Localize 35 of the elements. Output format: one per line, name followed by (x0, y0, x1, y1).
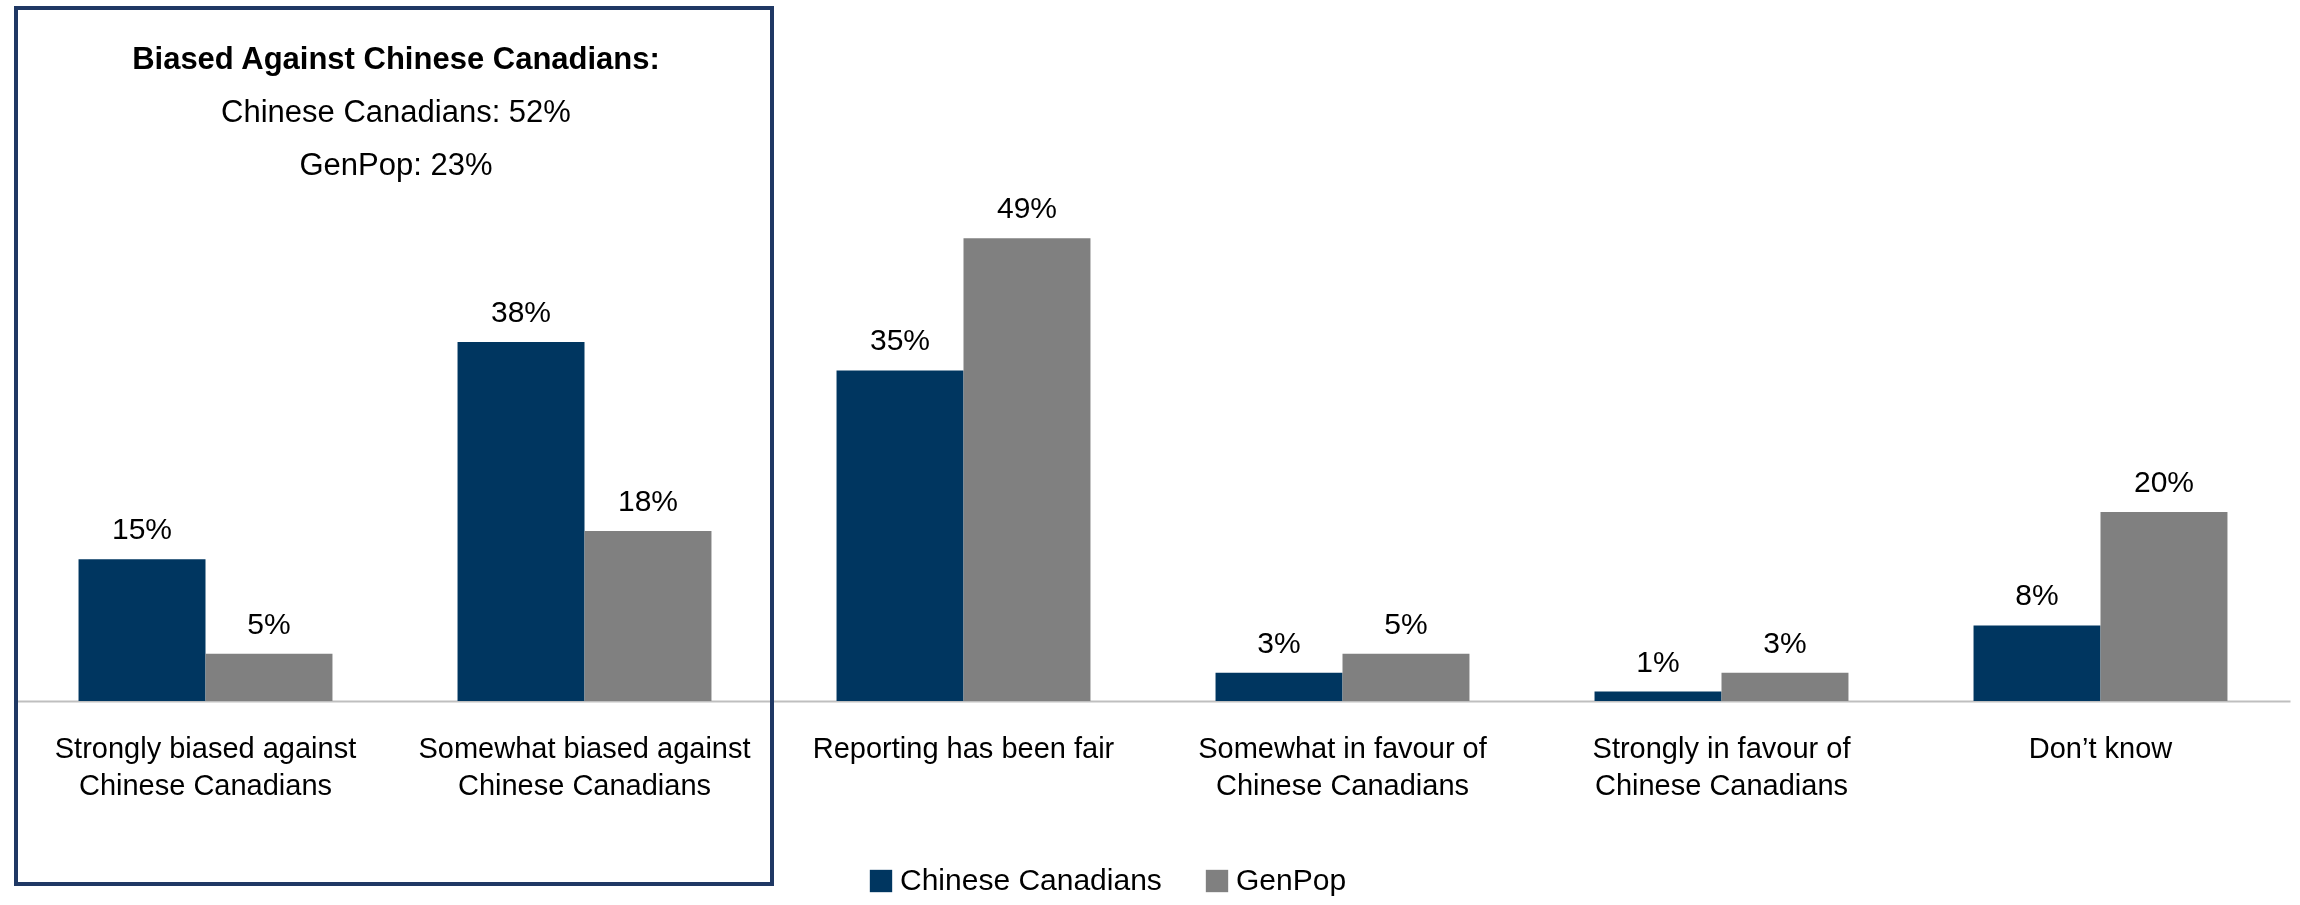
x-tick-label: Somewhat biased against Chinese Canadians (418, 732, 751, 801)
bar (1342, 653, 1470, 701)
bar (836, 370, 964, 701)
x-tick-label: Somewhat in favour of Chinese Canadians (1198, 732, 1488, 801)
x-tick-label: Strongly in favour of Chinese Canadians (1592, 732, 1852, 801)
bar (205, 653, 333, 701)
x-tick-label: Don’t know (2028, 732, 2174, 764)
x-tick-label: Strongly biased against Chinese Canadians (54, 732, 357, 801)
data-label: 49% (996, 191, 1058, 225)
data-label: 20% (2133, 465, 2195, 499)
legend-label: GenPop (1236, 863, 1347, 896)
text: Chinese Canadians: 52% (221, 94, 571, 129)
bar (1594, 691, 1722, 701)
bar (1973, 625, 2101, 701)
x-tick-label: Reporting has been fair (812, 732, 1115, 764)
data-label: 3% (1763, 625, 1807, 659)
bar (457, 342, 585, 701)
bar (584, 530, 712, 701)
legend-label: Chinese Canadians (900, 863, 1162, 896)
bar (963, 238, 1091, 701)
bar (78, 559, 206, 701)
bar (2100, 512, 2228, 701)
data-label: 8% (2015, 578, 2059, 612)
data-label: 5% (1384, 606, 1428, 640)
data-label: 15% (111, 512, 173, 546)
data-label: 5% (247, 606, 291, 640)
data-label: 38% (490, 295, 552, 329)
bar (1215, 672, 1343, 701)
text: GenPop: 23% (299, 147, 493, 182)
data-label: 3% (1257, 625, 1301, 659)
data-label: 1% (1636, 644, 1680, 678)
bar (1721, 672, 1849, 701)
text: Biased Against Chinese Canadians: (132, 41, 660, 76)
data-label: 35% (869, 323, 931, 357)
data-label: 18% (617, 483, 679, 517)
